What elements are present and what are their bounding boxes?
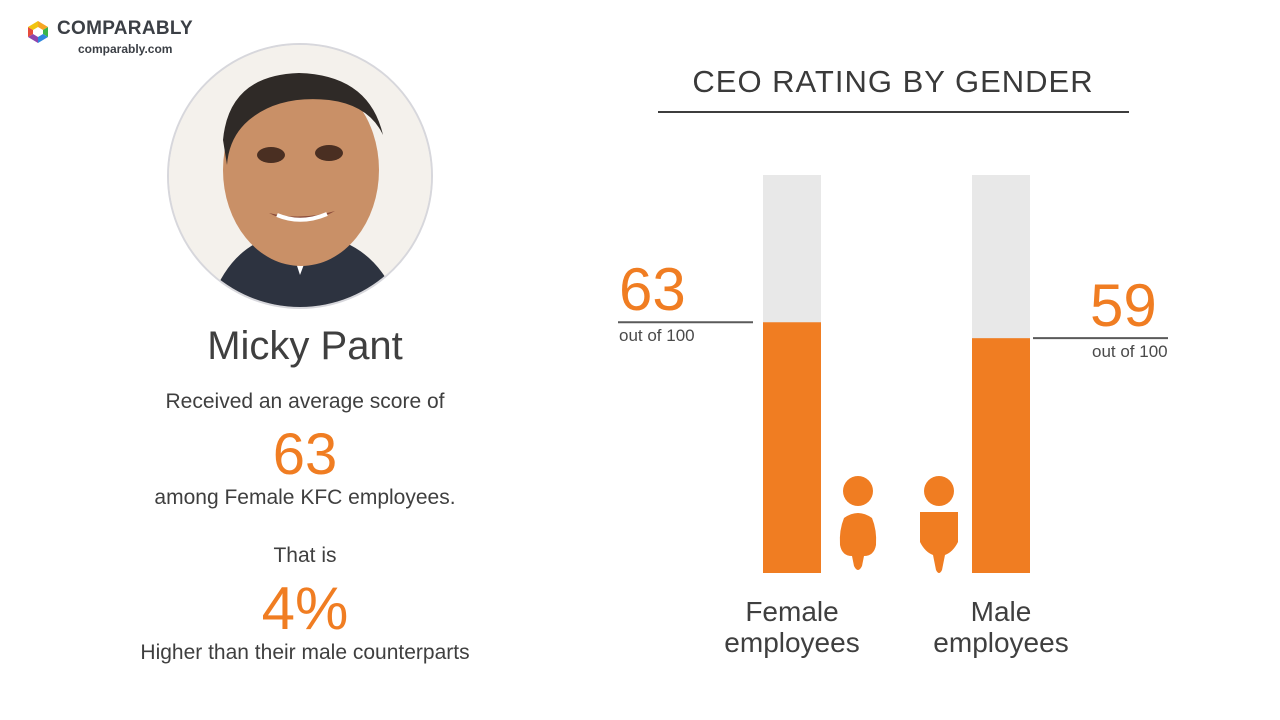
bar-value-label-male: 59	[1090, 272, 1157, 340]
chart-title-rule	[658, 111, 1129, 113]
category-label-line: employees	[724, 627, 860, 658]
summary-line-4: Higher than their male counterparts	[140, 641, 470, 664]
ceo-name: Micky Pant	[207, 324, 403, 368]
category-label-line: employees	[933, 627, 1069, 658]
bar-value-note-male: out of 100	[1092, 342, 1168, 362]
bar-value-note-female: out of 100	[619, 326, 695, 346]
ceo-portrait-image	[169, 45, 431, 307]
category-label-line: Male	[970, 596, 1032, 627]
category-label-female: Female employees	[692, 596, 892, 658]
bar-female	[763, 322, 821, 573]
brand-url: comparably.com	[78, 42, 173, 56]
summary-score: 63	[272, 422, 338, 487]
summary-line-3: That is	[273, 544, 337, 567]
summary-line-1: Received an average score of	[165, 390, 445, 413]
female-person-icon	[839, 476, 877, 570]
comparably-logo-icon	[28, 21, 48, 43]
brand-name: COMPARABLY	[57, 18, 194, 39]
chart-title: CEO RATING BY GENDER	[692, 64, 1094, 99]
summary-line-2: among Female KFC employees.	[154, 486, 456, 509]
bar-male	[972, 338, 1030, 573]
ceo-portrait	[167, 43, 433, 309]
male-person-icon	[920, 476, 958, 573]
summary-percent: 4%	[261, 575, 349, 642]
bar-value-label-female: 63	[619, 256, 686, 324]
category-label-male: Male employees	[901, 596, 1101, 658]
category-label-line: Female	[745, 596, 839, 627]
